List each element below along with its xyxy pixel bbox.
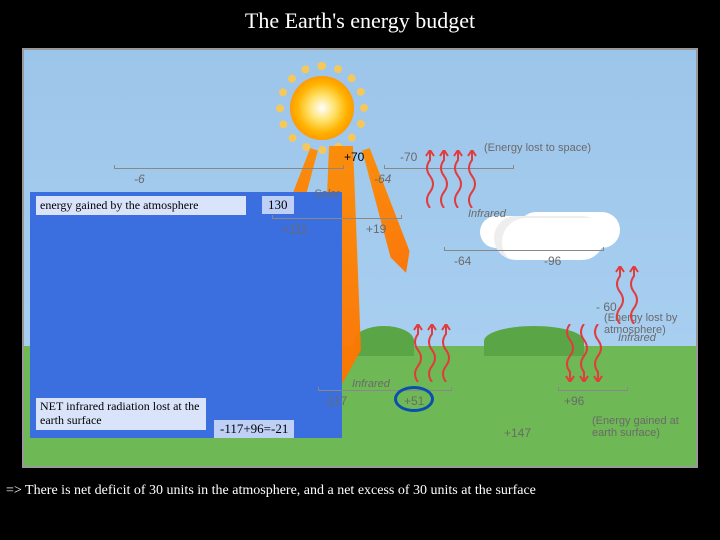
label-net-infrared: NET infrared radiation lost at the earth… — [36, 398, 206, 430]
infrared-wiggle-down-icon — [564, 324, 576, 382]
conclusion-text: => There is net deficit of 30 units in t… — [6, 483, 714, 499]
num-plus147: +147 — [504, 426, 531, 440]
infrared-wiggle-icon — [424, 150, 436, 208]
num-plus96: +96 — [564, 394, 584, 408]
num-plus111: +111 — [282, 222, 307, 236]
page-title: The Earth's energy budget — [0, 0, 720, 34]
label-infrared: Infrared — [352, 378, 390, 390]
infrared-wiggle-icon — [412, 324, 424, 382]
hill — [354, 326, 414, 356]
highlight-circle — [394, 386, 434, 412]
num-minus70: -70 — [400, 150, 417, 164]
label-energy-lost-space: (Energy lost to space) — [484, 142, 591, 154]
brace — [114, 168, 344, 176]
infrared-wiggle-icon — [440, 324, 452, 382]
num-plus19: +19 — [366, 222, 386, 236]
value-130: 130 — [262, 196, 294, 214]
diagram-frame: energy gained by the atmosphere 130 NET … — [22, 48, 698, 468]
num-plus70: +70 — [344, 150, 364, 164]
label-atmosphere-gain: energy gained by the atmosphere — [36, 196, 246, 215]
label-solar: Solar — [314, 188, 340, 200]
infrared-wiggle-icon — [628, 266, 640, 324]
infrared-wiggle-icon — [438, 150, 450, 208]
num-minus64: -64 — [374, 172, 391, 186]
num-minus117: -117 — [324, 394, 347, 408]
num-minus64b: -64 — [454, 254, 471, 268]
infrared-wiggle-down-icon — [592, 324, 604, 382]
num-minus6: -6 — [134, 172, 145, 186]
num-minus96: -96 — [544, 254, 561, 268]
value-calc: -117+96=-21 — [214, 420, 294, 438]
label-infrared: Infrared — [468, 208, 506, 220]
infrared-wiggle-icon — [466, 150, 478, 208]
infrared-wiggle-icon — [452, 150, 464, 208]
sun-icon — [276, 62, 368, 154]
infrared-wiggle-down-icon — [578, 324, 590, 382]
infrared-wiggle-icon — [426, 324, 438, 382]
label-gained-surface: (Energy gained at earth surface) — [592, 415, 696, 439]
infrared-wiggle-icon — [614, 266, 626, 324]
